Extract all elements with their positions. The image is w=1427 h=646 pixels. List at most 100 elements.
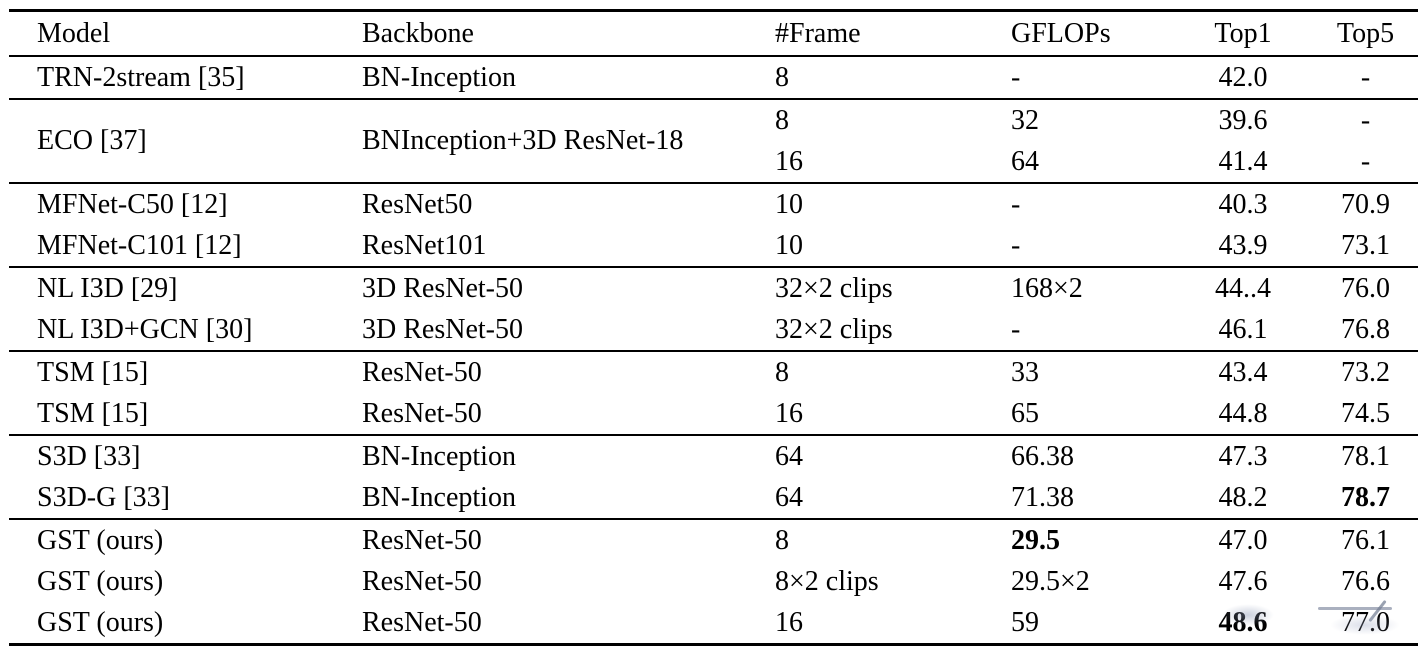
cell-top1: 41.4 xyxy=(1218,145,1268,177)
cell-top1: 44..4 xyxy=(1173,266,1293,309)
cell-frame: 8 xyxy=(747,55,983,99)
cell-gflops: - xyxy=(983,55,1173,99)
cell-top5: 76.6 xyxy=(1341,565,1390,597)
cell-top5: - xyxy=(1293,98,1418,141)
cell-model: GST (ours) xyxy=(37,565,164,597)
cell-model: MFNet-C50 [12] xyxy=(9,182,334,225)
group-tsm: TSM [15] ResNet-50 8 33 43.4 73.2 TSM [1… xyxy=(9,350,1418,435)
column-header-frame: #Frame xyxy=(747,10,983,57)
cell-backbone: ResNet-50 xyxy=(362,565,482,597)
table-row: S3D-G [33] BN-Inception 64 71.38 48.2 78… xyxy=(9,477,1418,519)
cell-backbone: ResNet-50 xyxy=(334,518,747,561)
cell-frame: 16 xyxy=(775,145,803,177)
cell-frame: 32×2 clips xyxy=(747,266,983,309)
cell-top1: 47.6 xyxy=(1218,565,1268,597)
group-nl-i3d: NL I3D [29] 3D ResNet-50 32×2 clips 168×… xyxy=(9,266,1418,351)
column-header-top5: Top5 xyxy=(1293,10,1418,57)
cell-backbone: BN-Inception xyxy=(334,434,747,477)
cell-gflops: 29.5×2 xyxy=(1011,565,1090,597)
cell-top5: 76.8 xyxy=(1341,313,1390,345)
cell-frame: 10 xyxy=(775,229,803,261)
column-header-model: Model xyxy=(9,10,334,57)
cell-top5: 74.5 xyxy=(1341,397,1390,429)
column-header-top1: Top1 xyxy=(1173,10,1293,57)
cell-top5: 76.0 xyxy=(1293,266,1418,309)
cell-top1: 39.6 xyxy=(1173,98,1293,141)
cell-backbone: ResNet50 xyxy=(334,182,747,225)
cell-gflops: - xyxy=(1011,313,1021,345)
cell-gflops: 168×2 xyxy=(983,266,1173,309)
group-eco: ECO [37] BNInception+3D ResNet-18 8 32 3… xyxy=(9,98,1418,183)
cell-top5: 73.2 xyxy=(1293,350,1418,393)
cell-backbone: 3D ResNet-50 xyxy=(334,266,747,309)
cell-gflops: - xyxy=(1011,229,1021,261)
cell-top1: 47.3 xyxy=(1173,434,1293,477)
table-row: GST (ours) ResNet-50 16 59 48.6 77.0 xyxy=(9,602,1418,645)
table-row: MFNet-C50 [12] ResNet50 10 - 40.3 70.9 xyxy=(9,182,1418,225)
table-row: TSM [15] ResNet-50 8 33 43.4 73.2 xyxy=(9,350,1418,393)
cell-top1: 44.8 xyxy=(1218,397,1268,429)
cell-frame: 8 xyxy=(747,518,983,561)
table-row: TSM [15] ResNet-50 16 65 44.8 74.5 xyxy=(9,393,1418,435)
cell-top1-best: 48.6 xyxy=(1218,606,1268,638)
cell-frame: 16 xyxy=(775,397,803,429)
cell-model: GST (ours) xyxy=(37,606,164,638)
column-header-backbone: Backbone xyxy=(334,10,747,57)
cell-top5: 76.1 xyxy=(1293,518,1418,561)
cell-top1: 47.0 xyxy=(1173,518,1293,561)
cell-frame: 64 xyxy=(747,434,983,477)
cell-backbone: BN-Inception xyxy=(362,481,516,513)
table-row: 16 64 41.4 - xyxy=(9,141,1418,183)
cell-backbone: ResNet-50 xyxy=(362,397,482,429)
cell-model: S3D [33] xyxy=(9,434,334,477)
group-s3d: S3D [33] BN-Inception 64 66.38 47.3 78.1… xyxy=(9,434,1418,519)
cell-top5: 78.1 xyxy=(1293,434,1418,477)
cell-gflops: 32 xyxy=(983,98,1173,141)
table-row: MFNet-C101 [12] ResNet101 10 - 43.9 73.1 xyxy=(9,225,1418,267)
group-gst-ours: GST (ours) ResNet-50 8 29.5 47.0 76.1 GS… xyxy=(9,518,1418,645)
cell-gflops: - xyxy=(983,182,1173,225)
cell-top5: - xyxy=(1293,55,1418,99)
group-trn: TRN-2stream [35] BN-Inception 8 - 42.0 - xyxy=(9,55,1418,99)
cell-backbone: BN-Inception xyxy=(334,55,747,99)
cell-gflops-best: 29.5 xyxy=(983,518,1173,561)
cell-top1: 46.1 xyxy=(1218,313,1268,345)
cell-model: TRN-2stream [35] xyxy=(9,55,334,99)
cell-top5: 77.0 xyxy=(1341,606,1390,638)
cell-backbone: ResNet-50 xyxy=(362,606,482,638)
cell-frame: 8 xyxy=(747,350,983,393)
cell-gflops: 33 xyxy=(983,350,1173,393)
cell-frame: 16 xyxy=(775,606,803,638)
cell-model: NL I3D [29] xyxy=(9,266,334,309)
table-row: TRN-2stream [35] BN-Inception 8 - 42.0 - xyxy=(9,55,1418,99)
cell-gflops: 66.38 xyxy=(983,434,1173,477)
table-row: S3D [33] BN-Inception 64 66.38 47.3 78.1 xyxy=(9,434,1418,477)
cell-top5: 73.1 xyxy=(1341,229,1390,261)
cell-model: MFNet-C101 [12] xyxy=(37,229,242,261)
cell-model: GST (ours) xyxy=(9,518,334,561)
cell-frame: 8 xyxy=(747,98,983,141)
cell-top1: 42.0 xyxy=(1173,55,1293,99)
cell-frame: 32×2 clips xyxy=(775,313,893,345)
cell-backbone: BNInception+3D ResNet-18 xyxy=(334,98,747,183)
header-row: Model Backbone #Frame GFLOPs Top1 Top5 xyxy=(9,10,1418,57)
cell-gflops: 65 xyxy=(1011,397,1039,429)
cell-top5: - xyxy=(1360,145,1371,177)
cell-frame: 64 xyxy=(775,481,803,513)
cell-gflops: 64 xyxy=(1011,145,1039,177)
cell-gflops: 71.38 xyxy=(1011,481,1074,513)
cell-top1: 48.2 xyxy=(1218,481,1268,513)
cell-model: NL I3D+GCN [30] xyxy=(37,313,253,345)
group-mfnet: MFNet-C50 [12] ResNet50 10 - 40.3 70.9 M… xyxy=(9,182,1418,267)
cell-top1: 43.9 xyxy=(1218,229,1268,261)
results-table: Model Backbone #Frame GFLOPs Top1 Top5 T… xyxy=(9,9,1418,646)
table-row: GST (ours) ResNet-50 8×2 clips 29.5×2 47… xyxy=(9,561,1418,602)
table-row: NL I3D [29] 3D ResNet-50 32×2 clips 168×… xyxy=(9,266,1418,309)
cell-backbone: ResNet-50 xyxy=(334,350,747,393)
cell-frame: 8×2 clips xyxy=(775,565,879,597)
column-header-gflops: GFLOPs xyxy=(983,10,1173,57)
cell-backbone: ResNet101 xyxy=(362,229,487,261)
cell-model: TSM [15] xyxy=(9,350,334,393)
cell-top1: 43.4 xyxy=(1173,350,1293,393)
